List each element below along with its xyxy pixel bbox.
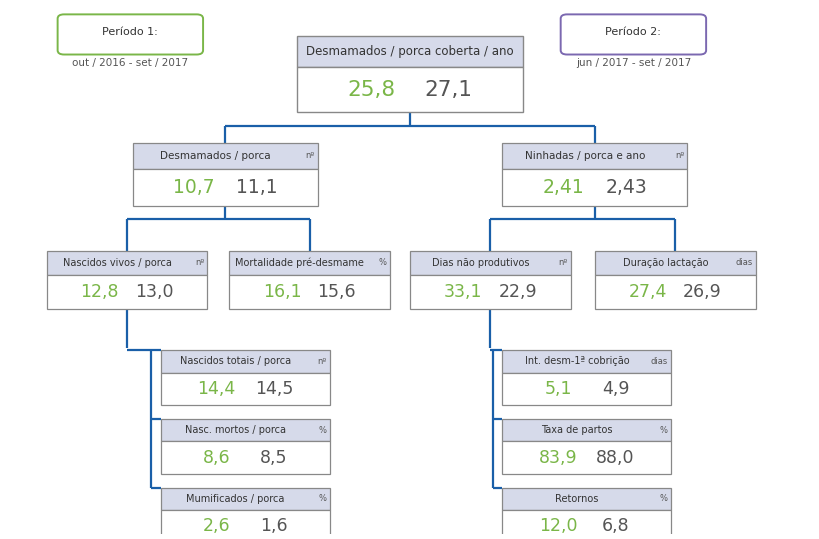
Bar xyxy=(502,419,670,441)
Text: Mortalidade pré-desmame: Mortalidade pré-desmame xyxy=(235,258,364,268)
Text: 14,4: 14,4 xyxy=(197,380,235,398)
Bar xyxy=(133,169,317,205)
Bar xyxy=(133,143,317,169)
Text: 12,8: 12,8 xyxy=(80,282,119,301)
Text: Ninhadas / porca e ano: Ninhadas / porca e ano xyxy=(524,151,645,161)
Text: %: % xyxy=(659,494,667,503)
Bar xyxy=(229,251,390,274)
FancyBboxPatch shape xyxy=(560,15,705,54)
Bar xyxy=(161,488,329,510)
Text: 33,1: 33,1 xyxy=(443,282,482,301)
Text: 2,43: 2,43 xyxy=(604,177,646,197)
Text: 13,0: 13,0 xyxy=(135,282,174,301)
Bar xyxy=(410,251,570,274)
Bar xyxy=(502,143,686,169)
Text: Duração lactação: Duração lactação xyxy=(622,258,708,268)
Bar xyxy=(161,510,329,539)
Text: 8,5: 8,5 xyxy=(260,448,287,467)
Bar xyxy=(229,274,390,309)
Text: dias: dias xyxy=(734,258,751,267)
Text: Retornos: Retornos xyxy=(554,494,598,504)
Text: nº: nº xyxy=(305,151,314,161)
Text: Nascidos totais / porca: Nascidos totais / porca xyxy=(180,356,291,367)
Bar xyxy=(161,419,329,441)
FancyBboxPatch shape xyxy=(57,15,203,54)
Bar xyxy=(410,274,570,309)
Text: 2,41: 2,41 xyxy=(542,177,584,197)
Bar xyxy=(47,251,207,274)
Text: %: % xyxy=(318,426,326,434)
Text: 16,1: 16,1 xyxy=(263,282,301,301)
Text: 6,8: 6,8 xyxy=(601,517,628,535)
Text: dias: dias xyxy=(650,357,667,366)
Text: 83,9: 83,9 xyxy=(538,448,577,467)
Text: Período 1:: Período 1: xyxy=(102,27,158,37)
Text: 10,7: 10,7 xyxy=(173,177,215,197)
Text: %: % xyxy=(378,258,387,267)
Bar xyxy=(161,441,329,474)
Text: 4,9: 4,9 xyxy=(601,380,628,398)
Text: Int. desm-1ª cobrição: Int. desm-1ª cobrição xyxy=(524,356,629,367)
Bar xyxy=(161,350,329,372)
Text: Nasc. mortos / porca: Nasc. mortos / porca xyxy=(185,425,286,435)
Bar xyxy=(502,350,670,372)
Text: Desmamados / porca: Desmamados / porca xyxy=(160,151,270,161)
Text: 25,8: 25,8 xyxy=(347,80,396,100)
Text: %: % xyxy=(659,426,667,434)
Text: 12,0: 12,0 xyxy=(538,517,577,535)
Text: 88,0: 88,0 xyxy=(595,448,634,467)
Text: Período 2:: Período 2: xyxy=(604,27,661,37)
Text: 22,9: 22,9 xyxy=(498,282,536,301)
Text: Taxa de partos: Taxa de partos xyxy=(541,425,612,435)
Bar xyxy=(502,488,670,510)
Bar xyxy=(502,510,670,539)
Text: 11,1: 11,1 xyxy=(236,177,277,197)
Bar xyxy=(594,251,754,274)
Text: out / 2016 - set / 2017: out / 2016 - set / 2017 xyxy=(72,59,188,68)
Text: Desmamados / porca coberta / ano: Desmamados / porca coberta / ano xyxy=(305,45,514,58)
Bar xyxy=(502,372,670,405)
Text: 14,5: 14,5 xyxy=(255,380,292,398)
Bar xyxy=(594,274,754,309)
Text: 1,6: 1,6 xyxy=(260,517,287,535)
Bar xyxy=(297,67,522,112)
Bar xyxy=(297,36,522,67)
Text: 26,9: 26,9 xyxy=(682,282,721,301)
Text: nº: nº xyxy=(317,357,326,366)
Text: nº: nº xyxy=(674,151,683,161)
Text: nº: nº xyxy=(195,258,204,267)
Bar xyxy=(161,372,329,405)
Text: 2,6: 2,6 xyxy=(202,517,230,535)
Text: nº: nº xyxy=(558,258,567,267)
Text: jun / 2017 - set / 2017: jun / 2017 - set / 2017 xyxy=(575,59,690,68)
Text: Dias não produtivos: Dias não produtivos xyxy=(432,258,529,268)
Text: 15,6: 15,6 xyxy=(317,282,355,301)
Text: Mumificados / porca: Mumificados / porca xyxy=(186,494,284,504)
Text: 27,1: 27,1 xyxy=(423,80,472,100)
Bar xyxy=(47,274,207,309)
Text: 8,6: 8,6 xyxy=(202,448,230,467)
Text: Nascidos vivos / porca: Nascidos vivos / porca xyxy=(63,258,172,268)
Bar xyxy=(502,169,686,205)
Text: %: % xyxy=(318,494,326,503)
Bar xyxy=(502,441,670,474)
Text: 27,4: 27,4 xyxy=(628,282,666,301)
Text: 5,1: 5,1 xyxy=(544,380,571,398)
